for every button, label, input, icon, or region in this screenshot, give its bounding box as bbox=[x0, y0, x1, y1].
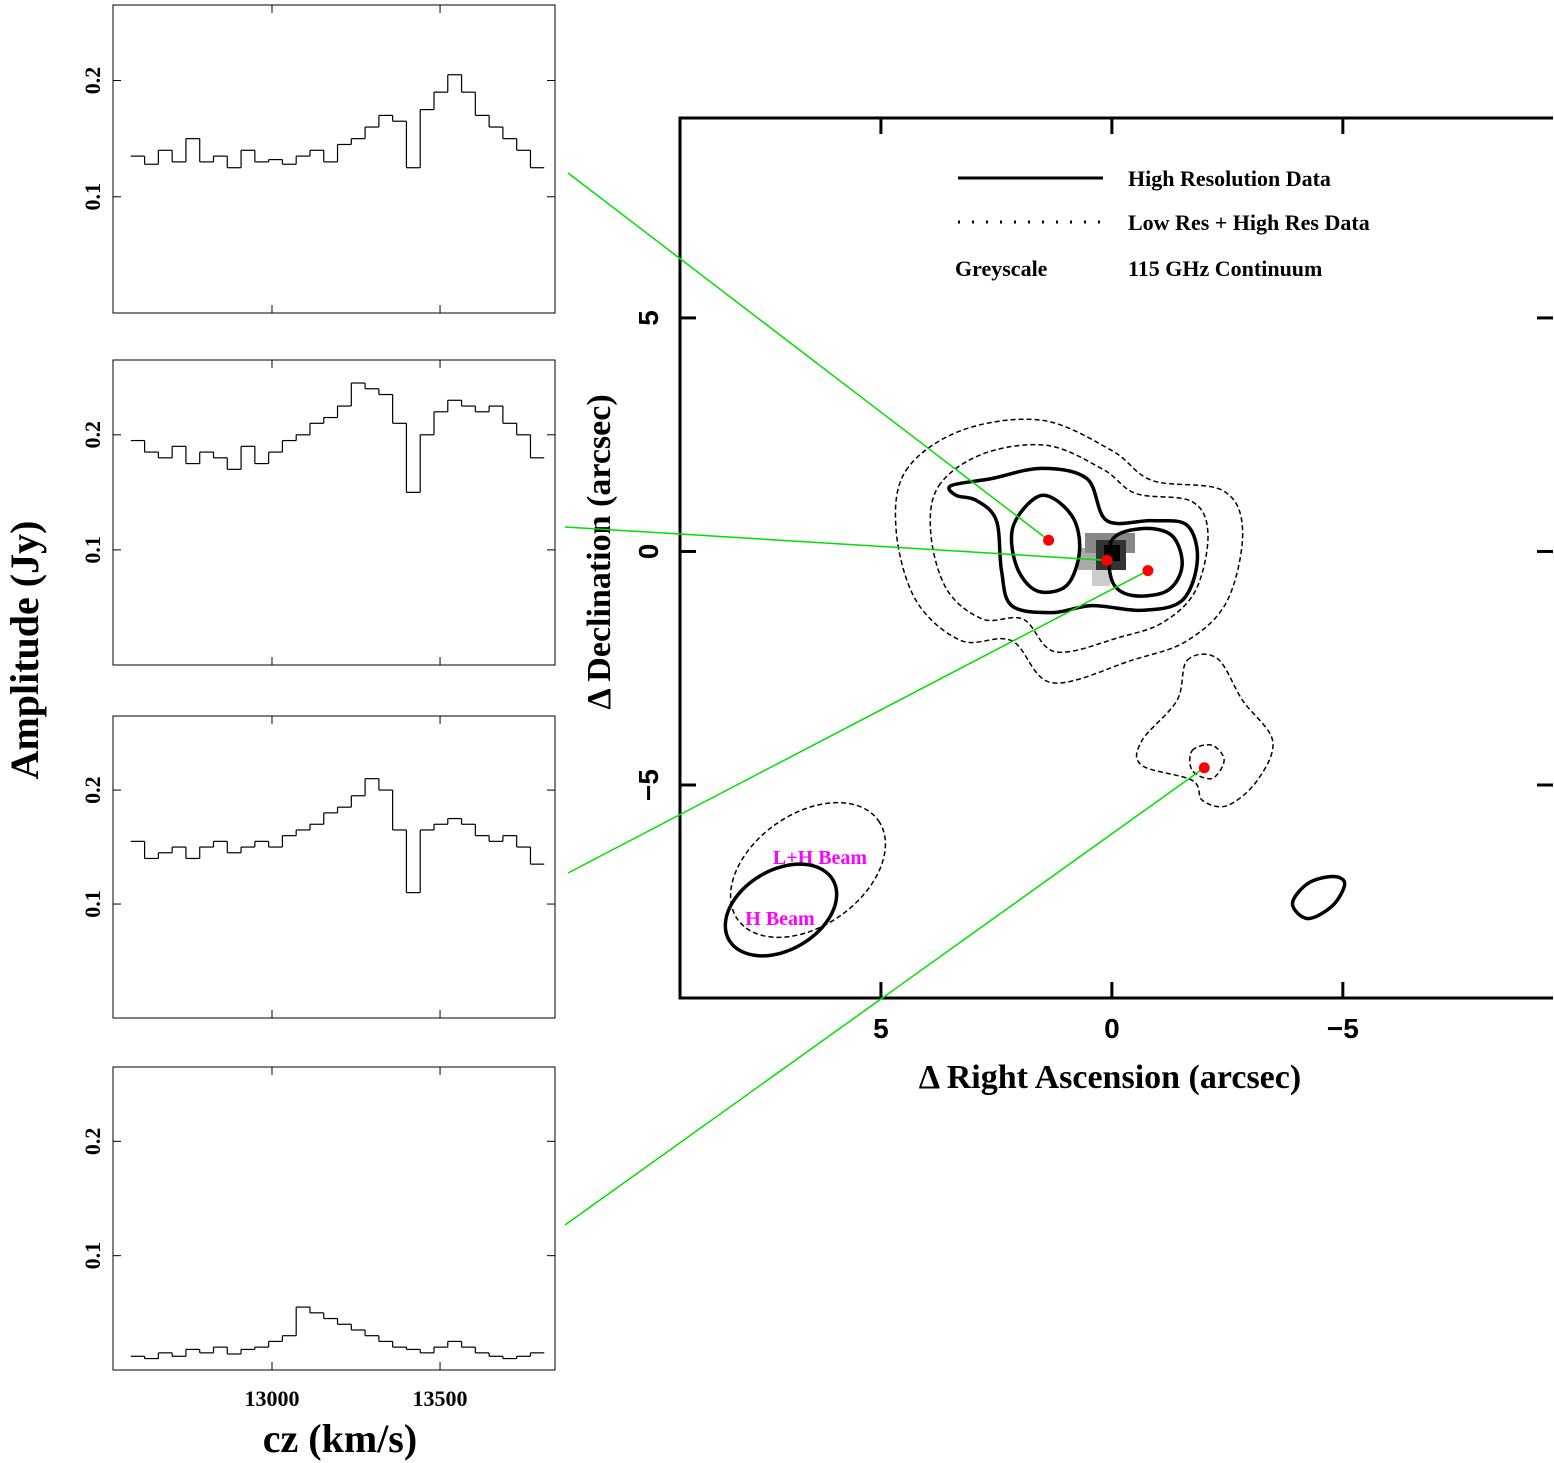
y-tick-label: 0.2 bbox=[80, 67, 105, 95]
x-tick-label: 13000 bbox=[244, 1386, 299, 1411]
x-tick-label: −5 bbox=[1327, 1013, 1359, 1044]
y-axis-label: Amplitude (Jy) bbox=[2, 521, 47, 780]
x-axis-label: cz (km/s) bbox=[263, 1416, 417, 1461]
spectrum-riser bbox=[145, 1307, 531, 1358]
beam bbox=[705, 775, 910, 965]
y-tick-label: 0.1 bbox=[80, 183, 105, 211]
y-tick-label: 0.1 bbox=[80, 536, 105, 564]
greyscale-label: Greyscale bbox=[955, 256, 1048, 281]
spectrum-riser bbox=[145, 779, 531, 893]
plot-frame bbox=[113, 5, 555, 313]
plot-frame bbox=[113, 716, 555, 1018]
contour bbox=[1292, 877, 1344, 919]
spectrum-riser bbox=[145, 383, 531, 492]
x-axis-label: Δ Right Ascension (arcsec) bbox=[919, 1059, 1301, 1096]
greyscale-description: 115 GHz Continuum bbox=[1128, 256, 1322, 281]
connector-line bbox=[568, 571, 1148, 873]
figure: Amplitude (Jy) cz (km/s) 0.1 0.2 0.1 0.2 0.1… bbox=[0, 0, 1554, 1463]
y-tick-label: −5 bbox=[633, 769, 664, 801]
beam-label: H Beam bbox=[745, 908, 815, 930]
y-tick-label: 0 bbox=[633, 544, 664, 560]
y-tick-label: 0.2 bbox=[80, 776, 105, 804]
position-marker bbox=[1142, 565, 1153, 576]
position-marker bbox=[1043, 535, 1054, 546]
x-tick-label: 0 bbox=[1104, 1013, 1120, 1044]
y-tick-label: 5 bbox=[633, 310, 664, 326]
contour bbox=[930, 445, 1208, 653]
connector-line bbox=[568, 173, 1049, 540]
x-tick-label: 13500 bbox=[413, 1386, 468, 1411]
y-tick-label: 0.2 bbox=[80, 1128, 105, 1156]
spectrum-riser bbox=[145, 75, 531, 168]
plot-frame bbox=[113, 360, 555, 665]
position-marker bbox=[1101, 555, 1112, 566]
x-tick-label: 5 bbox=[873, 1013, 889, 1044]
legend-label: Low Res + High Res Data bbox=[1128, 210, 1370, 235]
plot-frame bbox=[113, 1067, 555, 1370]
y-tick-label: 0.1 bbox=[80, 890, 105, 918]
contour bbox=[949, 468, 1198, 612]
y-axis-label: Δ Declination (arcsec) bbox=[581, 394, 618, 709]
y-tick-label: 0.2 bbox=[80, 421, 105, 449]
position-marker bbox=[1199, 762, 1210, 773]
contour bbox=[1137, 654, 1273, 807]
page: Amplitude (Jy) cz (km/s) 0.1 0.2 0.1 0.2 0.1… bbox=[0, 0, 1554, 1463]
legend-label: High Resolution Data bbox=[1128, 166, 1331, 191]
y-tick-label: 0.1 bbox=[80, 1242, 105, 1270]
